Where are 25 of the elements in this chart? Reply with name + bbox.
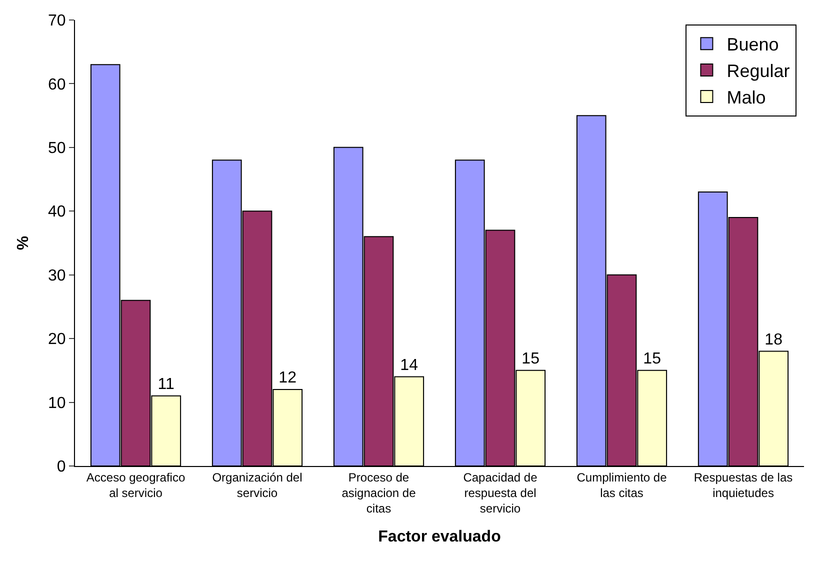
y-tick-label: 50 — [48, 140, 66, 158]
y-tick-label: 70 — [48, 12, 66, 30]
x-tick-label: Respuestas de las inquietudes — [694, 470, 793, 500]
y-tick-label: 10 — [48, 394, 66, 412]
y-axis-title: % — [14, 236, 32, 250]
legend-label: Bueno — [726, 34, 779, 55]
x-tick-label: Proceso de asignacion de citas — [342, 470, 416, 516]
legend-label: Regular — [726, 61, 790, 82]
data-label: 15 — [522, 350, 540, 368]
data-label: 11 — [158, 376, 174, 393]
x-axis-title: Factor evaluado — [378, 528, 502, 546]
y-tick-label: 40 — [48, 204, 66, 221]
y-tick-label: 30 — [48, 267, 66, 284]
y-tick-label: 20 — [48, 331, 66, 348]
data-label: 14 — [400, 356, 418, 374]
x-tick-label: Capacidad de respuesta del servicio — [463, 470, 538, 516]
x-tick-label: Acceso geografico al servicio — [86, 470, 186, 500]
data-label: 12 — [278, 370, 297, 387]
legend-label: Malo — [726, 87, 766, 108]
y-tick-label: 0 — [56, 458, 66, 476]
data-label: 15 — [643, 350, 662, 368]
data-label: 18 — [764, 331, 783, 348]
y-tick-label: 60 — [48, 76, 66, 94]
x-tick-label: Organización del servicio — [212, 470, 302, 500]
x-tick-label: Cumplimiento de las citas — [576, 470, 668, 500]
